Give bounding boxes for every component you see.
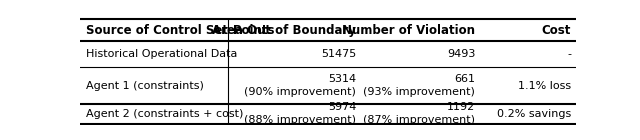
Text: -: - (567, 49, 571, 59)
Text: Historical Operational Data: Historical Operational Data (86, 49, 238, 59)
Text: Source of Control Set-Points: Source of Control Set-Points (86, 24, 275, 37)
Text: Cost: Cost (541, 24, 571, 37)
Text: 5974
(88% improvement): 5974 (88% improvement) (244, 102, 356, 125)
Text: Agent 1 (constraints): Agent 1 (constraints) (86, 81, 204, 91)
Text: Number of Violation: Number of Violation (342, 24, 476, 37)
Text: 51475: 51475 (321, 49, 356, 59)
Text: 661
(93% improvement): 661 (93% improvement) (364, 74, 476, 97)
Text: 5314
(90% improvement): 5314 (90% improvement) (244, 74, 356, 97)
Text: Area Out of Boundary: Area Out of Boundary (212, 24, 356, 37)
Text: 9493: 9493 (447, 49, 476, 59)
Text: 0.2% savings: 0.2% savings (497, 109, 571, 119)
Text: Agent 2 (constraints + cost): Agent 2 (constraints + cost) (86, 109, 244, 119)
Text: 1192
(87% improvement): 1192 (87% improvement) (364, 102, 476, 125)
Text: 1.1% loss: 1.1% loss (518, 81, 571, 91)
